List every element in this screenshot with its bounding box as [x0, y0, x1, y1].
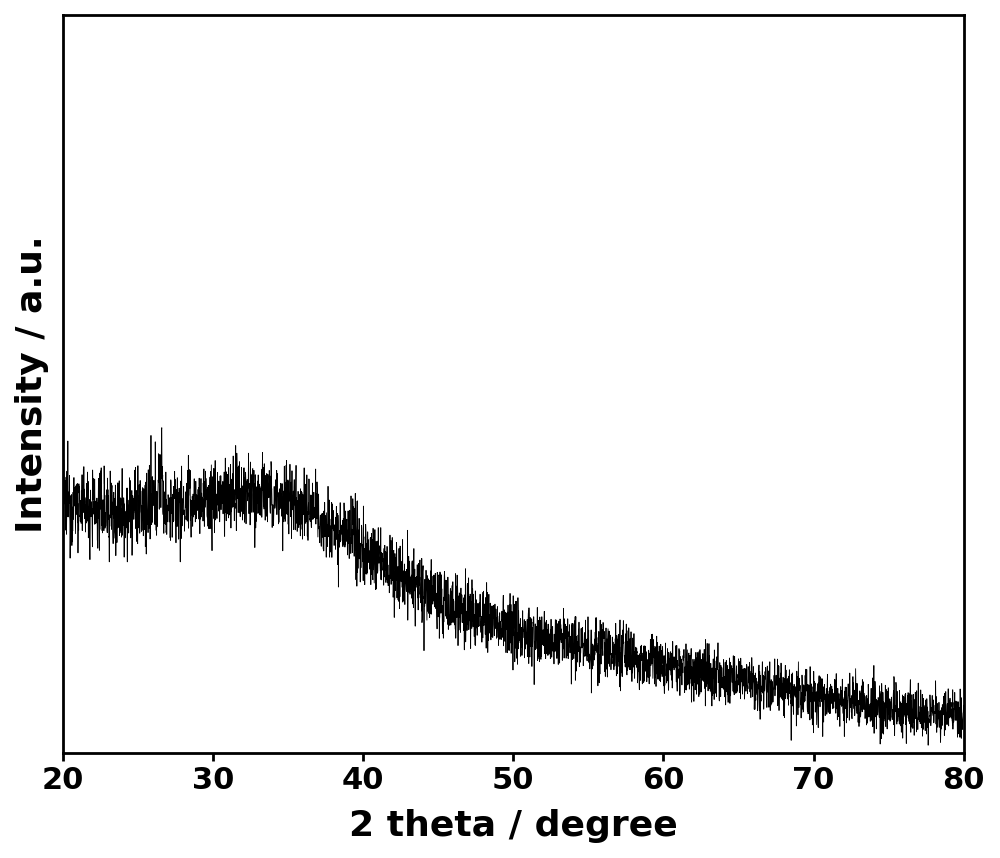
X-axis label: 2 theta / degree: 2 theta / degree: [349, 809, 678, 843]
Y-axis label: Intensity / a.u.: Intensity / a.u.: [15, 235, 49, 533]
